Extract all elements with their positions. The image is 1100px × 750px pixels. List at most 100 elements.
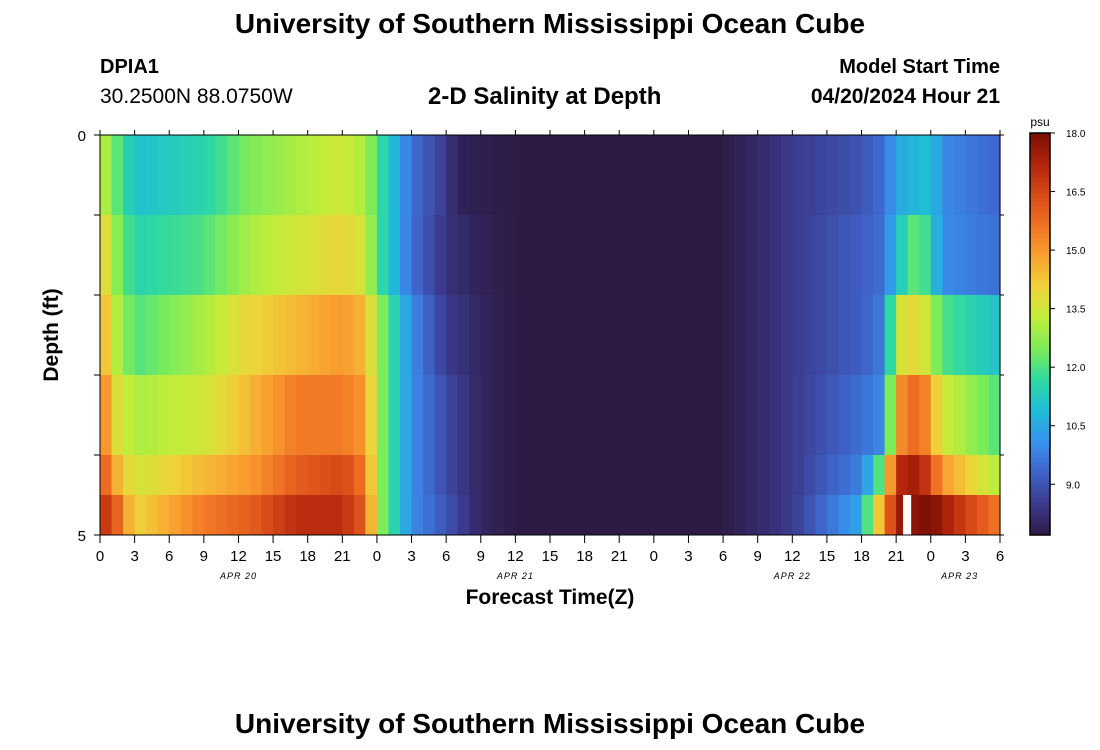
heatmap-cell: [976, 215, 990, 296]
x-tick-label: 9: [754, 548, 762, 565]
heatmap-cell: [319, 295, 332, 376]
colorbar-tick-label: 15.0: [1066, 246, 1086, 257]
heatmap-cell: [261, 295, 274, 376]
heatmap-cell: [238, 135, 251, 216]
heatmap-cell: [976, 135, 990, 216]
date-label: APR 22: [773, 571, 811, 581]
heatmap-cell: [896, 455, 909, 496]
heatmap-cell: [400, 495, 413, 536]
y-tick-label-bottom: 5: [78, 528, 86, 545]
heatmap-cell: [376, 495, 390, 536]
heatmap-cell: [353, 295, 366, 376]
heatmap-cell: [319, 455, 332, 496]
heatmap-cell: [169, 135, 182, 216]
heatmap-cell: [192, 495, 205, 536]
heatmap-cell: [896, 215, 909, 296]
heatmap-cell: [746, 135, 759, 216]
heatmap-cell: [826, 455, 840, 496]
heatmap-cell: [203, 295, 216, 376]
heatmap-cell: [757, 295, 770, 376]
colorbar-tick-label: 16.5: [1066, 188, 1086, 199]
heatmap-cell: [296, 375, 309, 456]
heatmap-cell: [100, 495, 113, 536]
heatmap-cell: [780, 455, 793, 496]
heatmap-cell: [503, 295, 516, 376]
heatmap-cell: [965, 375, 978, 456]
heatmap-cell: [873, 455, 886, 496]
heatmap-cell: [676, 455, 690, 496]
x-tick-label: 18: [299, 548, 316, 565]
heatmap-cell: [930, 495, 943, 536]
heatmap-cell: [976, 495, 990, 536]
heatmap-cell: [815, 295, 828, 376]
heatmap-cell: [573, 495, 586, 536]
heatmap-cell: [261, 135, 274, 216]
heatmap-cell: [642, 375, 655, 456]
heatmap-cell: [942, 455, 955, 496]
heatmap-cell: [261, 215, 274, 296]
heatmap-cell: [907, 215, 920, 296]
heatmap-cell: [550, 135, 563, 216]
heatmap-cell: [873, 135, 886, 216]
colorbar-tick-label: 9.0: [1066, 480, 1080, 491]
heatmap-cell: [157, 455, 170, 496]
x-tick-label: 0: [373, 548, 381, 565]
heatmap-cell: [111, 455, 124, 496]
heatmap-cell: [861, 215, 874, 296]
heatmap-cell: [434, 295, 447, 376]
colorbar: psu 18.0 16.5 15.0 13.5 12.0 10.5 9.0: [1029, 115, 1086, 536]
date-label: APR 21: [496, 571, 534, 581]
heatmap-cell: [111, 375, 124, 456]
heatmap-cell: [469, 135, 482, 216]
heatmap-cell: [700, 215, 713, 296]
heatmap-cell: [446, 495, 459, 536]
heatmap-cell: [146, 295, 159, 376]
heatmap-cell: [411, 215, 424, 296]
heatmap-cell: [965, 295, 978, 376]
heatmap-cell: [376, 215, 390, 296]
x-tick-label: 6: [996, 548, 1004, 565]
heatmap-cell: [215, 375, 228, 456]
heatmap-cell: [573, 455, 586, 496]
heatmap-cell: [388, 135, 401, 216]
heatmap-cell: [123, 135, 136, 216]
heatmap-cell: [365, 295, 378, 376]
heatmap-cell: [319, 215, 332, 296]
heatmap-cell: [584, 135, 597, 216]
heatmap-cell: [780, 135, 793, 216]
heatmap-cell: [400, 375, 413, 456]
heatmap-cell: [792, 375, 805, 456]
heatmap-cell: [653, 375, 666, 456]
heatmap-cell: [619, 455, 632, 496]
heatmap-cell: [203, 135, 216, 216]
colorbar-unit: psu: [1030, 115, 1049, 129]
x-tick-label: 21: [611, 548, 628, 565]
x-tick-label: 0: [96, 548, 104, 565]
heatmap-cell: [976, 295, 990, 376]
heatmap-cell: [423, 495, 436, 536]
heatmap-cell: [861, 135, 874, 216]
heatmap-cell: [353, 455, 366, 496]
heatmap-cell: [342, 135, 355, 216]
heatmap-cell: [469, 375, 482, 456]
heatmap-cell: [826, 135, 840, 216]
main-title: University of Southern Mississippi Ocean…: [234, 8, 866, 39]
heatmap-cell: [180, 455, 193, 496]
heatmap-cell: [515, 135, 528, 216]
heatmap-cell: [480, 295, 493, 376]
heatmap-cell: [630, 375, 643, 456]
heatmap-cell: [146, 495, 159, 536]
heatmap-cell: [838, 295, 851, 376]
heatmap-cell: [273, 295, 286, 376]
heatmap-cell: [180, 215, 193, 296]
model-start-value: 04/20/2024 Hour 21: [810, 85, 1000, 108]
heatmap-cell: [907, 375, 920, 456]
heatmap-cell: [169, 495, 182, 536]
date-label: APR 23: [940, 571, 978, 581]
heatmap-cell: [215, 135, 228, 216]
heatmap-cell: [884, 135, 897, 216]
heatmap-cell: [250, 215, 263, 296]
heatmap-cell: [515, 215, 528, 296]
heatmap-cell: [988, 135, 1001, 216]
heatmap-cell: [550, 295, 563, 376]
